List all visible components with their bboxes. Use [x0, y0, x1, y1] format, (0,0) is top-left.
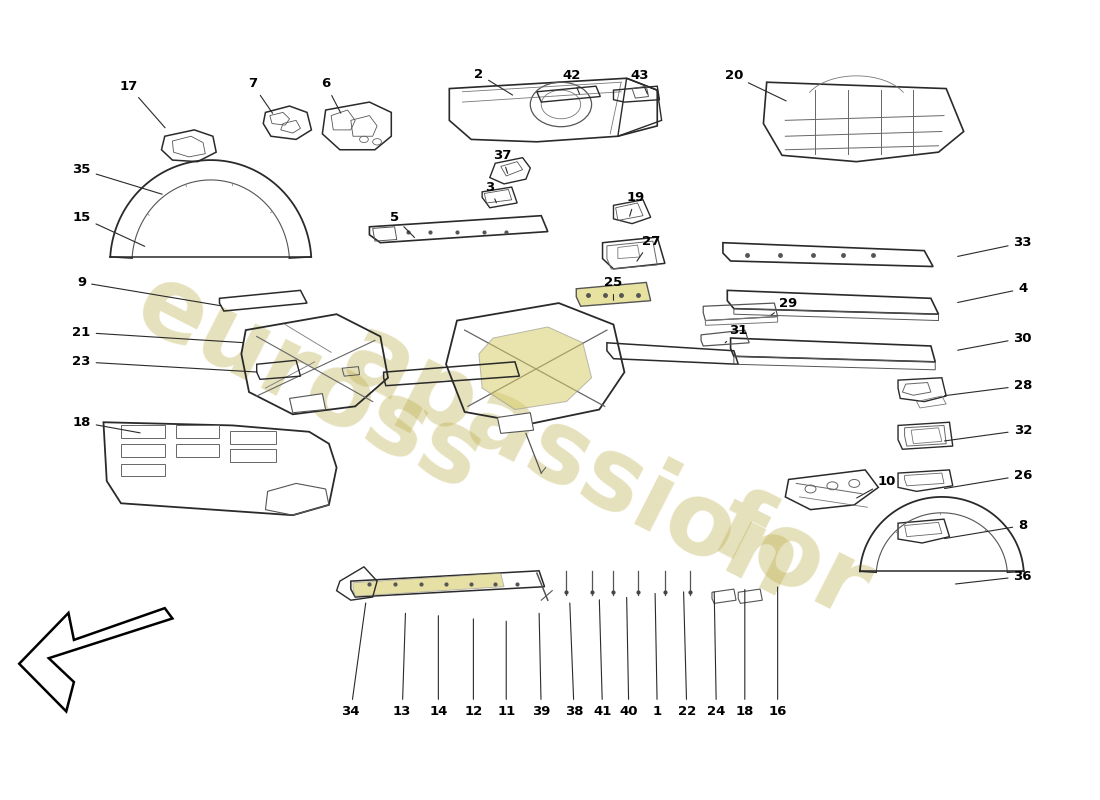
Text: 2: 2: [474, 68, 513, 95]
Text: 43: 43: [630, 70, 649, 94]
Text: 19: 19: [626, 191, 645, 216]
Polygon shape: [289, 394, 326, 413]
Text: 1: 1: [652, 594, 662, 718]
Polygon shape: [121, 426, 165, 438]
Text: 40: 40: [619, 598, 638, 718]
Text: euross: euross: [120, 255, 498, 513]
Text: 23: 23: [73, 355, 257, 372]
Text: 38: 38: [564, 603, 583, 718]
Polygon shape: [230, 431, 276, 444]
Text: 26: 26: [945, 469, 1032, 489]
Polygon shape: [911, 428, 942, 444]
Text: 31: 31: [725, 323, 747, 342]
Text: 16: 16: [769, 587, 786, 718]
Text: 17: 17: [120, 80, 165, 128]
Text: 27: 27: [637, 234, 660, 261]
Text: 10: 10: [857, 474, 896, 498]
Polygon shape: [353, 573, 504, 596]
Text: 6: 6: [321, 78, 341, 113]
Text: 11: 11: [497, 622, 515, 718]
Text: 13: 13: [393, 614, 411, 718]
Polygon shape: [19, 608, 173, 711]
Text: 20: 20: [725, 70, 786, 101]
Polygon shape: [576, 282, 651, 306]
Polygon shape: [121, 463, 165, 476]
Polygon shape: [230, 450, 276, 462]
Text: 3: 3: [485, 181, 496, 202]
Text: 37: 37: [493, 149, 512, 174]
Text: 14: 14: [429, 616, 448, 718]
Text: apassion: apassion: [327, 307, 816, 620]
Polygon shape: [478, 327, 592, 410]
Text: 4: 4: [958, 282, 1027, 302]
Text: 7: 7: [248, 78, 273, 114]
Text: 36: 36: [956, 570, 1032, 584]
Text: 33: 33: [958, 236, 1032, 257]
Text: 22: 22: [678, 592, 696, 718]
Text: 25: 25: [604, 276, 623, 300]
Text: 5: 5: [390, 210, 415, 238]
Text: 28: 28: [945, 379, 1032, 396]
Text: 18: 18: [736, 590, 754, 718]
Text: 42: 42: [563, 70, 581, 94]
Polygon shape: [176, 445, 220, 457]
Text: 30: 30: [958, 331, 1032, 350]
Text: 32: 32: [945, 424, 1032, 441]
Text: 12: 12: [464, 619, 483, 718]
Text: 18: 18: [73, 416, 140, 433]
Text: 39: 39: [532, 614, 550, 718]
Text: 35: 35: [73, 163, 162, 194]
Text: 29: 29: [771, 297, 797, 315]
Text: for: for: [697, 479, 884, 638]
Polygon shape: [121, 445, 165, 457]
Text: 21: 21: [73, 326, 243, 342]
Polygon shape: [497, 413, 534, 434]
Text: 34: 34: [342, 603, 366, 718]
Text: 9: 9: [77, 276, 221, 306]
Text: 41: 41: [593, 600, 612, 718]
Text: 24: 24: [707, 592, 726, 718]
Text: 8: 8: [945, 519, 1027, 538]
Polygon shape: [176, 426, 220, 438]
Text: 15: 15: [73, 210, 145, 246]
